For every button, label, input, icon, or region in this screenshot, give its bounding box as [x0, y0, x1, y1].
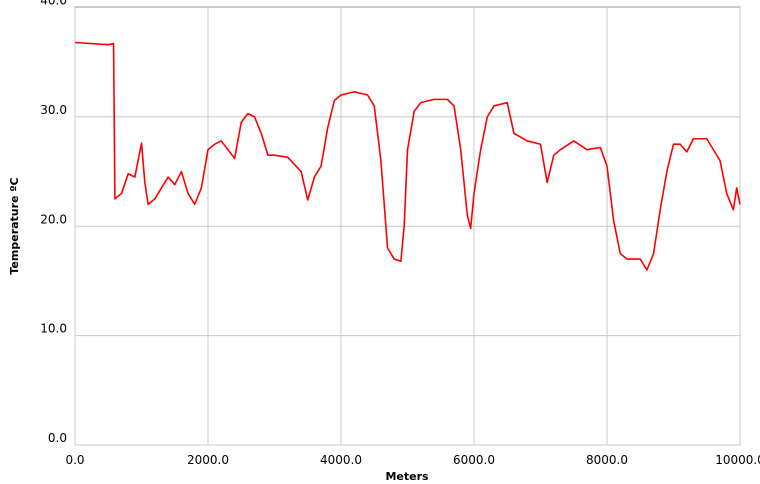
x-tick-label: 6000.0 — [453, 453, 495, 467]
y-tick-label: 30.0 — [40, 103, 67, 117]
y-tick-label: 40.0 — [40, 0, 67, 8]
x-axis-label: Meters — [385, 470, 429, 483]
x-tick-label: 2000.0 — [187, 453, 229, 467]
y-tick-label: 20.0 — [40, 212, 67, 226]
x-tick-label: 8000.0 — [586, 453, 628, 467]
x-tick-label: 10000.0 — [715, 453, 760, 467]
y-tick-label: 10.0 — [40, 322, 67, 336]
x-tick-label: 0.0 — [65, 453, 84, 467]
data-line — [74, 41, 741, 271]
y-tick-label: 0.0 — [48, 431, 67, 445]
y-axis-label: Temperature ºC — [8, 177, 21, 274]
x-tick-label: 4000.0 — [320, 453, 362, 467]
